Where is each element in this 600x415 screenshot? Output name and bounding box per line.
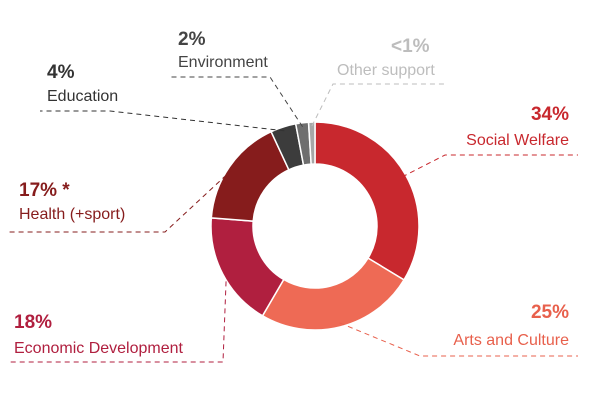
label-percent-economic-development: 18%: [14, 312, 52, 333]
leader-line-education: [40, 110, 285, 132]
slice-arts-and-culture: [261, 257, 405, 331]
label-name-arts-and-culture: Arts and Culture: [453, 332, 569, 349]
label-percent-social-welfare: 34%: [531, 104, 569, 125]
label-percent-education: 4%: [47, 62, 75, 83]
leader-line-other-support: [311, 83, 446, 127]
label-percent-arts-and-culture: 25%: [531, 302, 569, 323]
leader-lines: [8, 76, 578, 363]
label-name-economic-development: Economic Development: [14, 340, 184, 357]
label-percent-environment: 2%: [178, 29, 206, 50]
label-name-other-support: Other support: [337, 62, 435, 79]
slice-other-support: [307, 121, 316, 165]
label-name-education: Education: [47, 88, 118, 105]
label-name-social-welfare: Social Welfare: [466, 132, 569, 149]
leader-line-economic-development: [8, 272, 227, 363]
leader-line-social-welfare: [401, 154, 578, 178]
leader-line-arts-and-culture: [339, 322, 578, 357]
label-percent-health: 17% *: [19, 180, 70, 201]
label-name-environment: Environment: [178, 54, 268, 71]
label-percent-other-support: <1%: [391, 36, 430, 57]
slice-social-welfare: [314, 121, 420, 281]
leader-line-environment: [170, 76, 304, 128]
leader-line-health: [8, 168, 234, 233]
label-name-health: Health (+sport): [19, 206, 125, 223]
donut-slices: [210, 121, 420, 331]
